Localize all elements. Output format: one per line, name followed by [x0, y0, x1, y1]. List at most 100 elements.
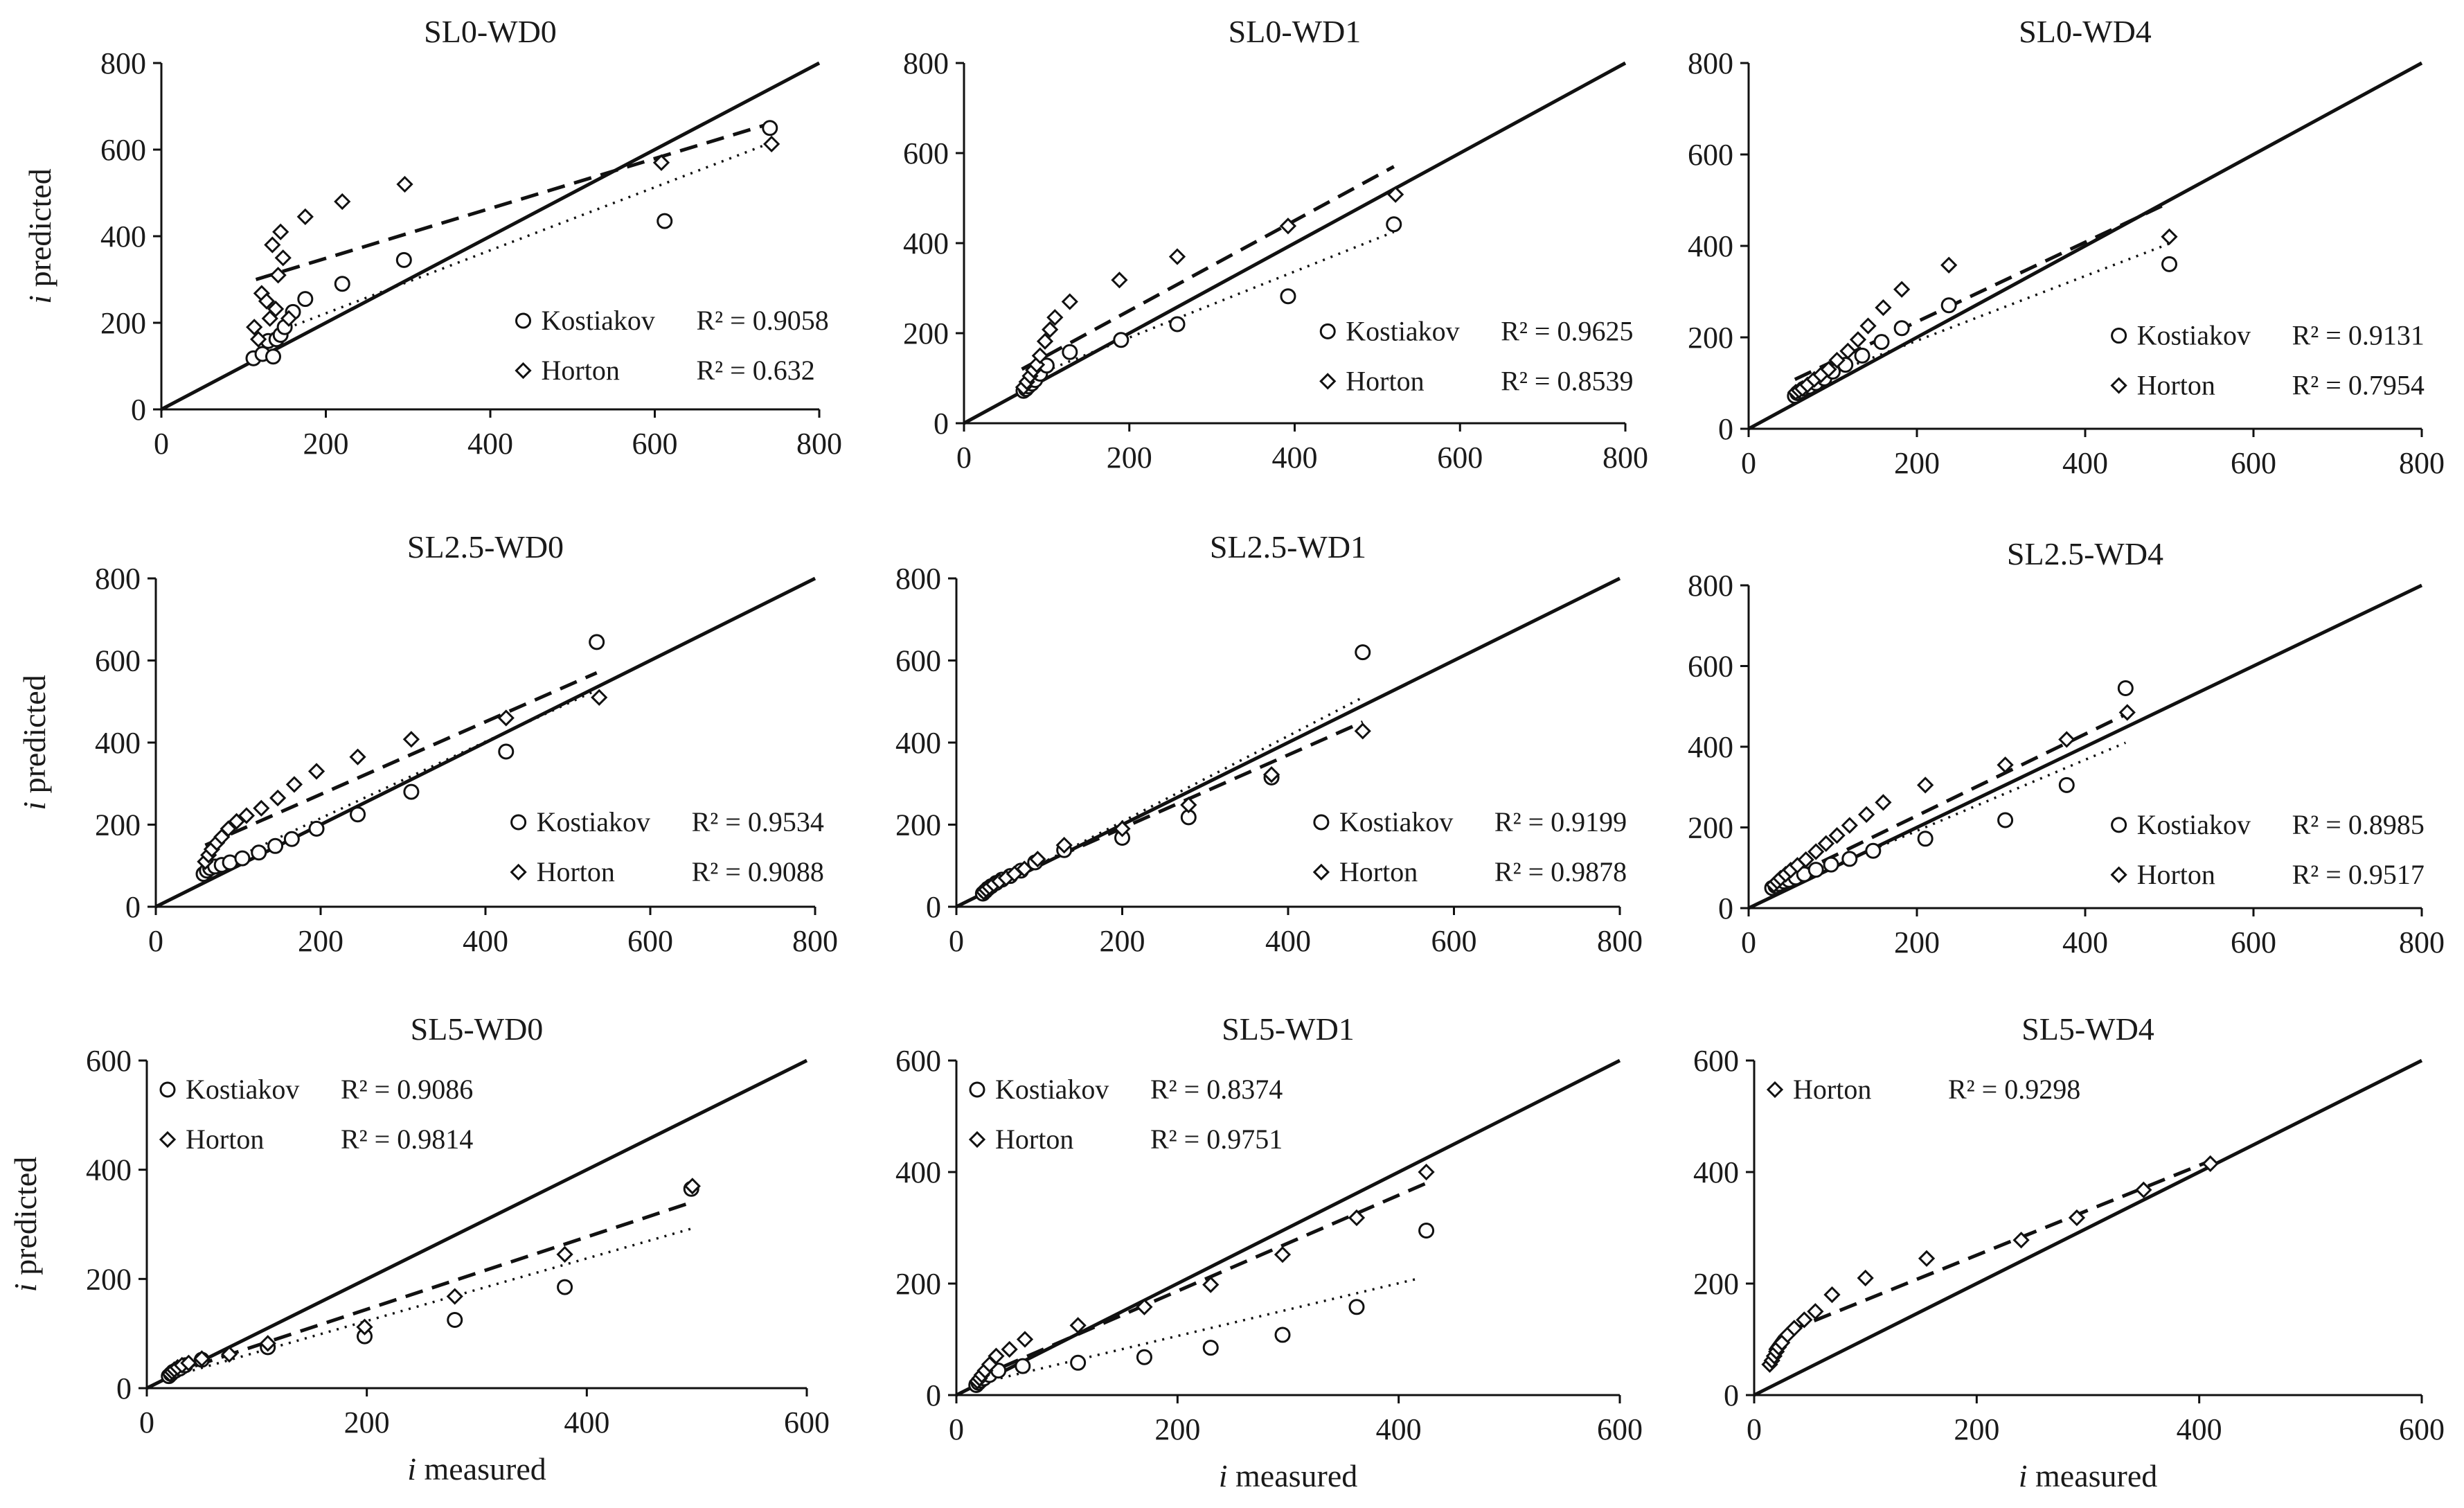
- data-point-horton: [1796, 1311, 1813, 1329]
- x-axis-label: i measured: [1219, 1458, 1358, 1493]
- r-squared-label: R² = 0.9058: [697, 305, 829, 336]
- y-tick-label: 400: [903, 227, 949, 260]
- y-tick-label: 200: [895, 1267, 941, 1301]
- x-tick-label: 600: [627, 924, 673, 958]
- legend-label: Horton: [1346, 365, 1424, 396]
- x-tick-label: 600: [632, 427, 678, 461]
- y-tick-label: 200: [100, 306, 146, 340]
- x-tick-label: 600: [1431, 924, 1477, 958]
- y-tick-label: 200: [86, 1262, 132, 1296]
- legend-label: Horton: [542, 355, 620, 386]
- data-point-horton: [1354, 722, 1371, 740]
- y-tick-label: 400: [86, 1153, 132, 1187]
- x-tick-label: 800: [792, 924, 838, 958]
- y-tick-label: 0: [926, 1378, 941, 1412]
- data-point-kostiakov: [251, 844, 267, 861]
- data-point-horton: [497, 709, 515, 727]
- legend: Kostiakov R² = 0.9131 Horton R² = 0.7954: [2110, 320, 2425, 401]
- x-tick-label: 200: [344, 1405, 390, 1439]
- y-tick-label: 400: [95, 726, 141, 760]
- data-point-horton: [1114, 820, 1131, 837]
- x-axis-label: i measured: [2019, 1458, 2158, 1493]
- x-tick-label: 0: [949, 1412, 964, 1446]
- data-point-horton: [1875, 794, 1892, 811]
- legend-label: Horton: [1793, 1074, 1871, 1105]
- data-point-horton: [1042, 321, 1059, 338]
- legend-marker-diamond: [2110, 377, 2127, 394]
- legend-label: Kostiakov: [1339, 806, 1453, 837]
- data-point-kostiakov: [283, 831, 300, 847]
- legend: Kostiakov R² = 0.8374 Horton R² = 0.9751: [968, 1074, 1283, 1155]
- data-point-kostiakov: [267, 837, 284, 854]
- data-point-kostiakov: [403, 783, 420, 800]
- legend-label: Horton: [1339, 856, 1418, 887]
- legend-marker-diamond: [1312, 863, 1330, 881]
- r-squared-label: R² = 0.9088: [692, 856, 824, 887]
- data-point-horton: [1279, 218, 1297, 235]
- data-point-horton: [2068, 1209, 2086, 1227]
- data-point-horton: [334, 193, 351, 211]
- x-tick-label: 200: [303, 427, 349, 461]
- x-tick-label: 200: [298, 924, 343, 958]
- legend: Kostiakov R² = 0.8985 Horton R² = 0.9517: [2110, 809, 2425, 890]
- x-tick-label: 0: [154, 427, 169, 461]
- data-point-kostiakov: [334, 276, 350, 292]
- data-point-horton: [1875, 299, 1892, 317]
- x-axis-label: i measured: [407, 1451, 546, 1487]
- legend-marker-circle: [510, 814, 527, 831]
- legend-label: Horton: [995, 1124, 1073, 1155]
- y-tick-label: 0: [116, 1372, 132, 1405]
- legend: Kostiakov R² = 0.9625 Horton R² = 0.8539: [1319, 315, 1633, 396]
- r-squared-label: R² = 0.9199: [1494, 806, 1627, 837]
- data-point-horton: [1997, 756, 2014, 774]
- trendline-horton: [255, 122, 771, 281]
- data-point-horton: [1016, 1331, 1034, 1348]
- data-point-kostiakov: [589, 634, 605, 650]
- data-point-horton: [272, 223, 289, 240]
- x-tick-label: 800: [1597, 924, 1643, 958]
- data-point-horton: [1348, 1209, 1366, 1227]
- y-tick-label: 800: [895, 562, 941, 596]
- data-point-horton: [267, 300, 285, 318]
- data-point-kostiakov: [498, 743, 515, 760]
- data-point-horton: [259, 1335, 276, 1352]
- legend-label: Kostiakov: [995, 1074, 1109, 1105]
- x-tick-label: 800: [2399, 446, 2445, 480]
- data-point-kostiakov: [297, 291, 314, 308]
- data-point-horton: [1917, 777, 1934, 794]
- legend: Kostiakov R² = 0.9086 Horton R² = 0.9814: [159, 1074, 473, 1155]
- data-point-horton: [1168, 248, 1186, 265]
- x-tick-label: 0: [139, 1405, 154, 1439]
- x-tick-label: 400: [564, 1405, 609, 1439]
- trendline-horton: [168, 1200, 693, 1376]
- y-tick-label: 400: [895, 726, 941, 760]
- chart-panel-4: SL2.5-WD0 00 200 200 400 400 600 600 800 800 i pre…: [17, 529, 838, 958]
- data-point-horton: [1893, 281, 1911, 298]
- legend-marker-circle: [2111, 328, 2127, 344]
- x-tick-label: 200: [1100, 924, 1145, 958]
- trendline-kostiakov: [204, 689, 598, 873]
- data-point-horton: [1180, 796, 1197, 814]
- data-point-kostiakov: [557, 1279, 573, 1295]
- data-point-horton: [2135, 1181, 2152, 1198]
- data-point-horton: [1055, 837, 1073, 854]
- chart-panel-1: SL0-WD0 00 200 200 400 400 600 600 800 800 i predi…: [22, 14, 842, 461]
- data-point-horton: [1828, 827, 1846, 844]
- data-point-horton: [763, 135, 780, 152]
- data-point-horton: [238, 807, 256, 824]
- chart-title: SL2.5-WD4: [2007, 536, 2163, 571]
- data-point-horton: [193, 1350, 211, 1367]
- data-point-kostiakov: [1997, 812, 2014, 828]
- data-point-horton: [274, 249, 292, 267]
- trendline-kostiakov: [255, 141, 771, 341]
- legend-label: Kostiakov: [542, 305, 655, 336]
- x-tick-label: 600: [1597, 1412, 1643, 1446]
- chart-title: SL0-WD0: [424, 14, 557, 49]
- x-tick-label: 600: [784, 1405, 830, 1439]
- data-point-kostiakov: [1893, 320, 1910, 337]
- r-squared-label: R² = 0.8539: [1501, 365, 1633, 396]
- y-tick-label: 800: [95, 562, 141, 596]
- x-tick-label: 400: [1272, 441, 1318, 474]
- data-point-kostiakov: [1873, 334, 1890, 351]
- chart-panel-5: SL2.5-WD1 00 200 200 400 400 600 600 800 800 Kosti…: [895, 529, 1643, 958]
